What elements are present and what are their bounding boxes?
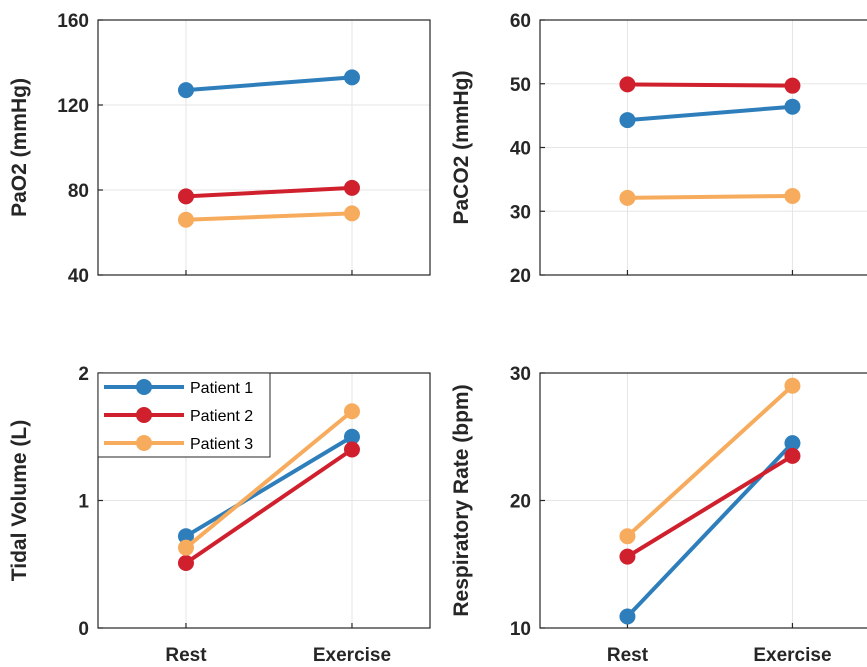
series-line-2 bbox=[184, 447, 354, 565]
series-line-2 bbox=[626, 454, 794, 559]
y-tick-label: 30 bbox=[510, 364, 531, 385]
y-axis-label: PaCO2 (mmHg) bbox=[450, 70, 473, 224]
panel-1: 40 80 120 160 PaO2 (mmHg) bbox=[8, 11, 431, 287]
data-point bbox=[343, 205, 360, 222]
series-line-1 bbox=[627, 104, 793, 123]
legend-label: Patient 2 bbox=[190, 408, 253, 425]
y-tick-label: 120 bbox=[57, 96, 89, 117]
y-tick-label: 40 bbox=[68, 266, 89, 287]
data-point bbox=[619, 608, 636, 625]
data-point bbox=[619, 112, 636, 129]
legend-swatch-marker bbox=[136, 379, 152, 395]
data-point bbox=[784, 435, 801, 452]
data-point bbox=[619, 528, 636, 545]
x-tick-label: Rest bbox=[165, 645, 207, 666]
data-point bbox=[784, 98, 801, 115]
y-axis-label: Respiratory Rate (bpm) bbox=[450, 384, 473, 616]
series-line-2 bbox=[627, 82, 793, 88]
legend-swatch-marker bbox=[136, 435, 152, 451]
data-point bbox=[343, 428, 360, 445]
panel-3: 0 1 2 Rest Exercise Tidal Volume (L) Patient 1… bbox=[8, 364, 431, 666]
data-point bbox=[177, 539, 194, 556]
data-point bbox=[177, 554, 194, 571]
series-line-3 bbox=[626, 384, 794, 538]
y-tick-label: 30 bbox=[510, 202, 531, 223]
series-line-2 bbox=[185, 185, 353, 199]
series-line-3 bbox=[627, 193, 793, 200]
data-point bbox=[343, 69, 360, 86]
y-tick-label: 80 bbox=[68, 181, 89, 202]
data-point bbox=[177, 528, 194, 545]
y-tick-label: 2 bbox=[78, 364, 89, 385]
axes-box bbox=[97, 19, 431, 276]
data-point bbox=[619, 548, 636, 565]
data-point bbox=[177, 188, 194, 205]
panel-4: 10 20 30 Rest Exercise Respiratory Rate (bpm) bbox=[450, 364, 867, 666]
y-tick-label: 1 bbox=[78, 492, 89, 513]
data-point bbox=[784, 77, 801, 94]
data-point bbox=[619, 76, 636, 93]
panel-2: 20 30 40 50 60 PaCO2 (mmHg) bbox=[450, 11, 867, 287]
legend-label: Patient 1 bbox=[190, 380, 253, 397]
x-tick-label: Exercise bbox=[313, 645, 391, 666]
legend-label: Patient 3 bbox=[190, 436, 253, 453]
y-axis-label: PaO2 (mmHg) bbox=[8, 78, 31, 217]
x-tick-label: Exercise bbox=[753, 645, 831, 666]
series-line-1 bbox=[185, 75, 353, 93]
y-tick-label: 50 bbox=[510, 75, 531, 96]
legend-swatch-marker bbox=[136, 407, 152, 423]
series-line-3 bbox=[185, 211, 353, 222]
data-point bbox=[343, 403, 360, 420]
data-point bbox=[784, 377, 801, 394]
data-point bbox=[177, 211, 194, 228]
data-point bbox=[343, 441, 360, 458]
y-tick-label: 20 bbox=[510, 266, 531, 287]
y-tick-label: 40 bbox=[510, 139, 531, 160]
series-line-1 bbox=[184, 435, 354, 538]
data-point bbox=[784, 447, 801, 464]
y-tick-label: 0 bbox=[78, 619, 89, 640]
y-tick-label: 10 bbox=[510, 619, 531, 640]
y-tick-label: 160 bbox=[57, 11, 89, 32]
data-point bbox=[619, 189, 636, 206]
series-line-3 bbox=[184, 409, 354, 550]
legend: Patient 1 Patient 2 Patient 3 bbox=[97, 372, 271, 458]
x-tick-label: Rest bbox=[607, 645, 649, 666]
y-axis-label: Tidal Volume (L) bbox=[8, 420, 31, 581]
y-tick-label: 20 bbox=[510, 492, 531, 513]
data-point bbox=[343, 179, 360, 196]
y-tick-label: 60 bbox=[510, 11, 531, 32]
data-point bbox=[177, 82, 194, 99]
data-point bbox=[784, 187, 801, 204]
